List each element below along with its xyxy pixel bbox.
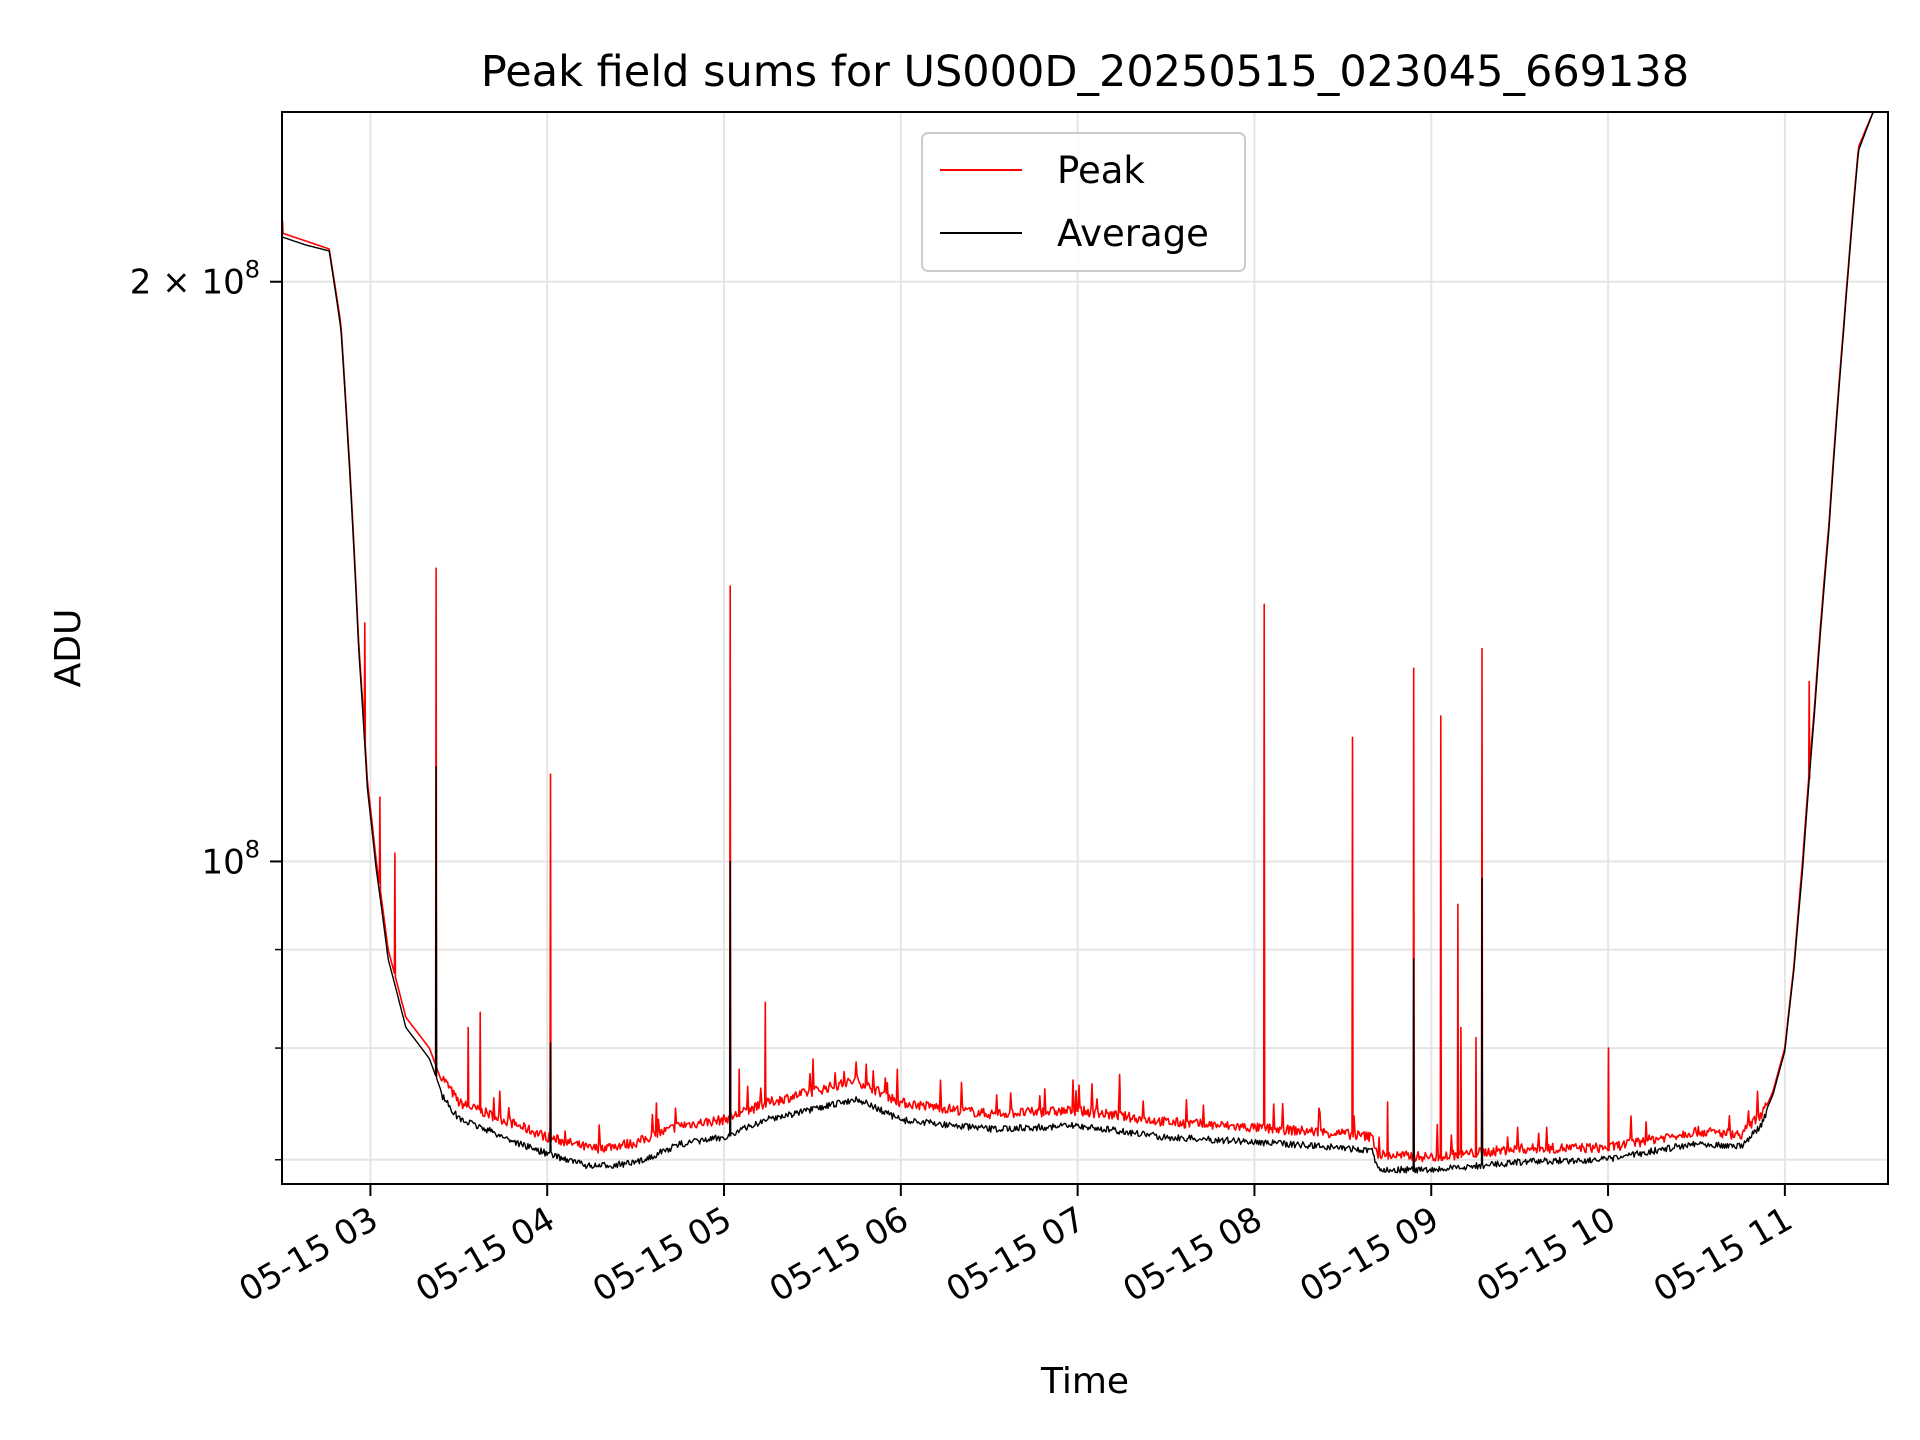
x-tick-label: 05-15 08 xyxy=(1117,1199,1269,1310)
x-tick-label: 05-15 11 xyxy=(1647,1199,1799,1310)
legend-label-peak: Peak xyxy=(1057,149,1145,192)
series-line-peak xyxy=(282,112,1888,1163)
x-tick-label: 05-15 10 xyxy=(1470,1199,1622,1310)
x-tick-label: 05-15 07 xyxy=(940,1199,1092,1310)
x-tick-label: 05-15 04 xyxy=(409,1199,561,1310)
y-axis-title: ADU xyxy=(48,609,89,688)
x-axis-title: Time xyxy=(1040,1361,1129,1402)
y-tick-label: 108 xyxy=(201,835,260,882)
chart-title: Peak field sums for US000D_20250515_0230… xyxy=(481,47,1689,97)
legend-label-average: Average xyxy=(1057,212,1209,255)
x-tick-label: 05-15 03 xyxy=(233,1199,385,1310)
x-tick-label: 05-15 09 xyxy=(1293,1199,1445,1310)
x-tick-label: 05-15 06 xyxy=(763,1199,915,1310)
grid-layer xyxy=(282,112,1888,1184)
legend-box xyxy=(921,132,1246,272)
x-tick-label: 05-15 05 xyxy=(586,1199,738,1310)
y-tick-label: 2 × 108 xyxy=(130,256,260,303)
plot-layer xyxy=(282,112,1888,1174)
legend: Peak Average xyxy=(921,132,1246,272)
plot-frame xyxy=(281,111,1889,1185)
series-line-average xyxy=(282,112,1888,1174)
